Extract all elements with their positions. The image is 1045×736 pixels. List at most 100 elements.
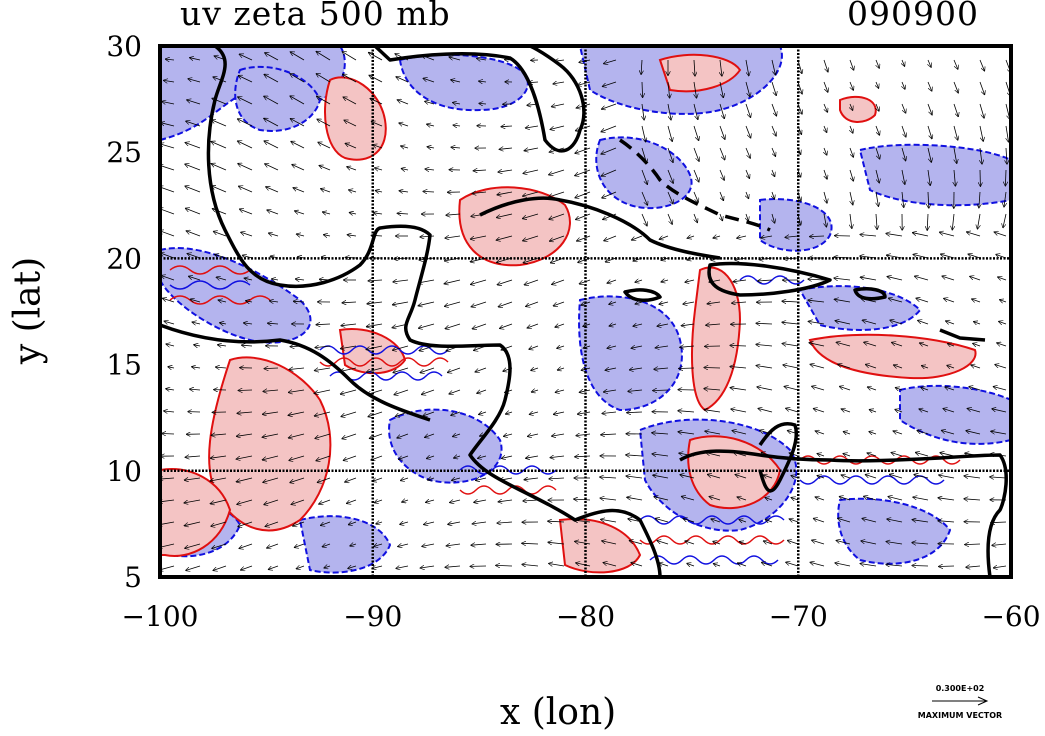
wind-vector	[840, 387, 851, 391]
wind-vector	[427, 456, 435, 459]
y-tick-labels: 5 10 15 20 25 30	[106, 30, 142, 594]
wind-vector	[373, 477, 383, 481]
wind-vector	[402, 500, 409, 502]
wind-vector	[240, 209, 253, 215]
wind-vector	[862, 519, 877, 523]
wind-vector	[860, 564, 877, 566]
wind-vector	[316, 455, 331, 461]
wind-vector	[549, 191, 565, 197]
wind-vector	[237, 499, 253, 504]
wind-vector	[979, 125, 983, 141]
wind-vector	[554, 412, 565, 414]
wind-vector	[375, 168, 383, 170]
wind-vector	[421, 566, 435, 568]
wind-vector	[420, 367, 435, 373]
wind-vector	[341, 346, 357, 349]
wind-vector	[797, 59, 802, 73]
wind-vector	[324, 235, 331, 236]
wind-vector	[927, 213, 928, 230]
wind-vector	[211, 456, 227, 458]
wind-vector	[782, 322, 799, 324]
wind-vector	[838, 518, 851, 523]
wind-vector	[498, 500, 513, 502]
wind-vector	[451, 80, 461, 82]
wind-vector	[928, 59, 931, 67]
wind-vector	[850, 125, 853, 133]
wind-vector	[842, 409, 851, 412]
wind-vector	[316, 324, 331, 325]
x-tick-label: −90	[343, 600, 402, 633]
wind-vector	[164, 411, 175, 412]
wind-vector	[475, 367, 487, 372]
grid-lines	[160, 46, 1011, 577]
wind-vector	[246, 301, 253, 302]
wind-vector	[264, 499, 279, 505]
wind-vector	[946, 321, 955, 324]
wind-vector	[704, 389, 721, 390]
wind-vector	[186, 231, 201, 237]
wind-vector	[212, 120, 227, 127]
wind-vector	[679, 368, 695, 369]
wind-vector	[451, 147, 461, 148]
wind-vector	[425, 101, 435, 104]
wind-vector	[730, 367, 747, 369]
wind-vector	[997, 343, 1007, 346]
wind-vector	[449, 57, 461, 60]
wind-vector	[939, 475, 955, 479]
wind-vector	[685, 541, 695, 544]
wind-vector	[938, 521, 955, 522]
wind-vector	[758, 409, 773, 413]
wind-vector	[374, 213, 383, 214]
wind-vector	[928, 191, 929, 208]
wind-vector	[264, 141, 279, 149]
wind-vector	[242, 345, 253, 346]
timestamp-label: 090900	[847, 0, 979, 33]
wind-vector	[973, 344, 981, 347]
wind-vector	[444, 279, 461, 284]
wind-vector	[652, 433, 669, 434]
wind-vector	[824, 169, 827, 179]
wind-vector	[241, 232, 253, 237]
wind-vector	[581, 302, 591, 305]
wind-vector	[366, 345, 383, 350]
wind-vector	[627, 497, 643, 501]
wind-vector	[214, 232, 227, 237]
wind-vector	[479, 412, 487, 414]
wind-vector	[185, 521, 201, 526]
wind-vector	[497, 191, 513, 195]
wind-vector	[864, 342, 877, 347]
wind-vector	[350, 213, 357, 214]
wind-vector	[772, 213, 775, 223]
wind-vector	[966, 566, 981, 567]
wind-vector	[953, 59, 958, 69]
wind-vector	[887, 277, 903, 281]
wind-vector	[399, 455, 409, 459]
wind-vector	[341, 324, 357, 326]
wind-vector	[548, 542, 565, 544]
wind-vector	[445, 301, 461, 306]
wind-vector	[244, 278, 253, 280]
wind-vector	[160, 144, 175, 149]
wind-vector	[966, 431, 981, 435]
wind-vector	[602, 412, 617, 414]
wind-vector	[809, 321, 825, 324]
wind-vector	[529, 346, 539, 349]
wind-vector	[720, 213, 722, 221]
wind-vector	[631, 563, 643, 567]
wind-vector	[347, 167, 357, 170]
wind-vector	[501, 126, 513, 127]
wind-vector	[635, 280, 643, 282]
vector-reference-value: 0.300E+02	[935, 684, 985, 693]
wind-vector	[558, 368, 565, 370]
wind-vector	[890, 320, 903, 325]
wind-vector	[745, 125, 751, 138]
wind-vector	[166, 344, 175, 346]
wind-vector	[400, 522, 409, 524]
wind-vector	[814, 519, 825, 523]
wind-vector	[263, 412, 279, 414]
wind-vector	[705, 431, 721, 435]
island-chain	[619, 138, 771, 232]
wind-vector	[765, 498, 773, 500]
wind-vector	[324, 566, 331, 568]
wind-vector	[823, 59, 828, 72]
